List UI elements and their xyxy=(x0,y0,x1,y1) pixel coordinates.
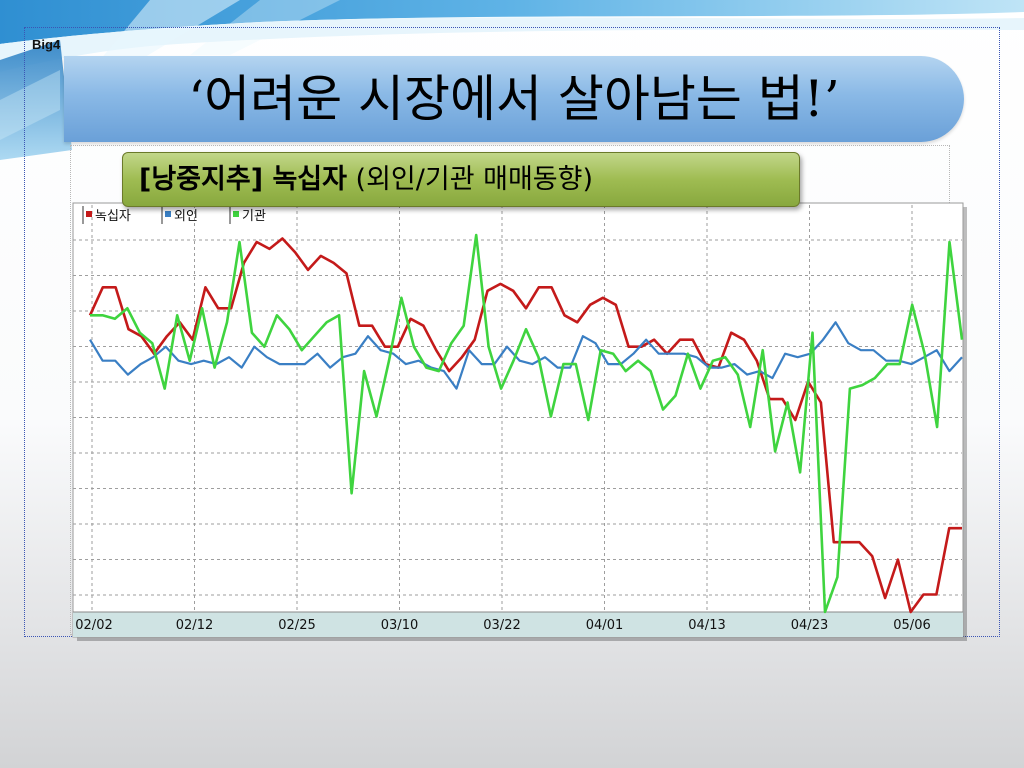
series-line-1 xyxy=(88,237,962,614)
slide-title: ‘어려운 시장에서 살아남는 법!’ xyxy=(188,70,840,128)
legend-swatch-3 xyxy=(233,211,239,217)
title-bar xyxy=(64,56,964,142)
chart-panel xyxy=(72,202,964,638)
subtitle-box: [낭중지추] 녹십자 (외인/기관 매매동향) xyxy=(122,152,800,207)
x-tick-label: 02/25 xyxy=(278,618,315,633)
x-tick-label: 04/13 xyxy=(688,618,725,633)
subtitle-bold: [낭중지추] 녹십자 xyxy=(139,164,347,195)
subtitle-rest: (외인/기관 매매동향) xyxy=(346,164,594,195)
x-tick-label: 04/23 xyxy=(791,618,828,633)
x-tick-label: 04/01 xyxy=(586,618,623,633)
legend-label-3: 기관 xyxy=(242,209,266,224)
legend-swatch-2 xyxy=(165,211,171,217)
x-tick-label: 05/06 xyxy=(893,618,930,633)
x-tick-label: 02/02 xyxy=(75,618,112,633)
brand-label: Big4 xyxy=(32,37,61,52)
legend-swatch-1 xyxy=(86,211,92,217)
legend-label-2: 외인 xyxy=(174,209,198,224)
series-line-3 xyxy=(90,233,964,614)
legend-label-1: 녹십자 xyxy=(95,209,131,224)
x-axis-band xyxy=(73,612,963,637)
x-tick-label: 02/12 xyxy=(176,618,213,633)
x-tick-label: 03/22 xyxy=(483,618,520,633)
series-line-2 xyxy=(89,321,963,390)
x-tick-label: 03/10 xyxy=(381,618,418,633)
